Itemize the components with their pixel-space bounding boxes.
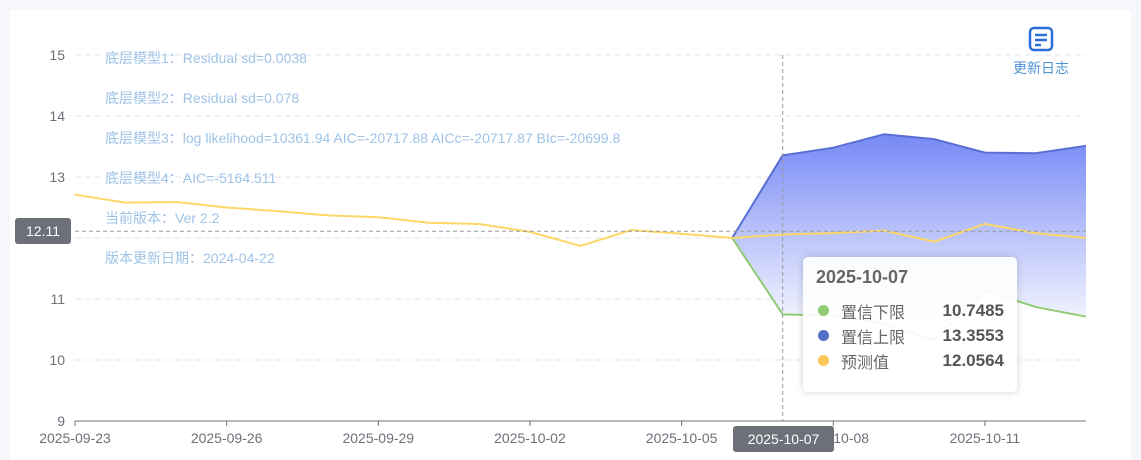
model-annotation: 底层模型3：log likelihood=10361.94 AIC=-20717…	[105, 130, 620, 146]
y-tick-label: 11	[50, 291, 65, 307]
y-tick-label: 10	[49, 352, 65, 368]
tooltip-row-value: 13.3553	[942, 325, 1004, 345]
x-tick-label: 2025-10-02	[494, 430, 566, 446]
tooltip-row-value: 10.7485	[942, 300, 1004, 320]
x-tick-label: 2025-09-29	[342, 430, 414, 446]
y-tick-label: 14	[49, 108, 65, 124]
x-tick-label: 2025-09-23	[39, 430, 111, 446]
tooltip-row-name: 置信下限	[841, 304, 906, 322]
upper-bound-line	[731, 133, 1087, 239]
y-tick-label: 9	[57, 413, 65, 429]
x-tick-label: 2025-10-05	[646, 430, 718, 446]
tooltip-row-name: 置信上限	[841, 329, 906, 347]
chart-card: 91011121314152025-09-232025-09-262025-09…	[10, 10, 1131, 460]
tooltip-row-lower: 置信下限 10.7485	[816, 298, 1004, 323]
model-annotation: 版本更新日期：2024-04-22	[105, 250, 275, 266]
changelog-label: 更新日志	[1013, 60, 1069, 76]
forecast-chart: 91011121314152025-09-232025-09-262025-09…	[39, 47, 1087, 446]
changelog-button[interactable]: 更新日志	[1006, 26, 1076, 78]
x-tick-label: 2025-09-26	[191, 430, 263, 446]
forecast-line	[74, 193, 1087, 247]
document-icon	[1028, 26, 1054, 52]
legend-dot	[818, 305, 829, 316]
model-annotation: 当前版本：Ver 2.2	[105, 210, 220, 226]
crosshair-y-label: 12.11	[15, 218, 71, 244]
crosshair-x-label: 2025-10-07	[733, 426, 834, 452]
x-tick-label: 2025-10-11	[950, 430, 1021, 446]
tooltip-row-value: 12.0564	[942, 350, 1004, 370]
tooltip-row-name: 预测值	[841, 354, 890, 372]
model-annotation: 底层模型1：Residual sd=0.0038	[105, 50, 307, 66]
tooltip-row-upper: 置信上限 13.3553	[816, 323, 1004, 348]
model-annotation: 底层模型2：Residual sd=0.078	[105, 90, 299, 106]
legend-dot	[818, 330, 829, 341]
tooltip-row-forecast: 预测值 12.0564	[816, 348, 1004, 373]
tooltip: 2025-10-07 置信下限 10.7485 置信上限 13.3553 预测值…	[803, 257, 1017, 392]
tooltip-title: 2025-10-07	[816, 267, 909, 287]
legend-dot	[818, 355, 829, 366]
y-tick-label: 15	[49, 47, 65, 63]
y-tick-label: 13	[49, 169, 65, 185]
model-annotation: 底层模型4：AIC=-5164.511	[105, 170, 277, 186]
